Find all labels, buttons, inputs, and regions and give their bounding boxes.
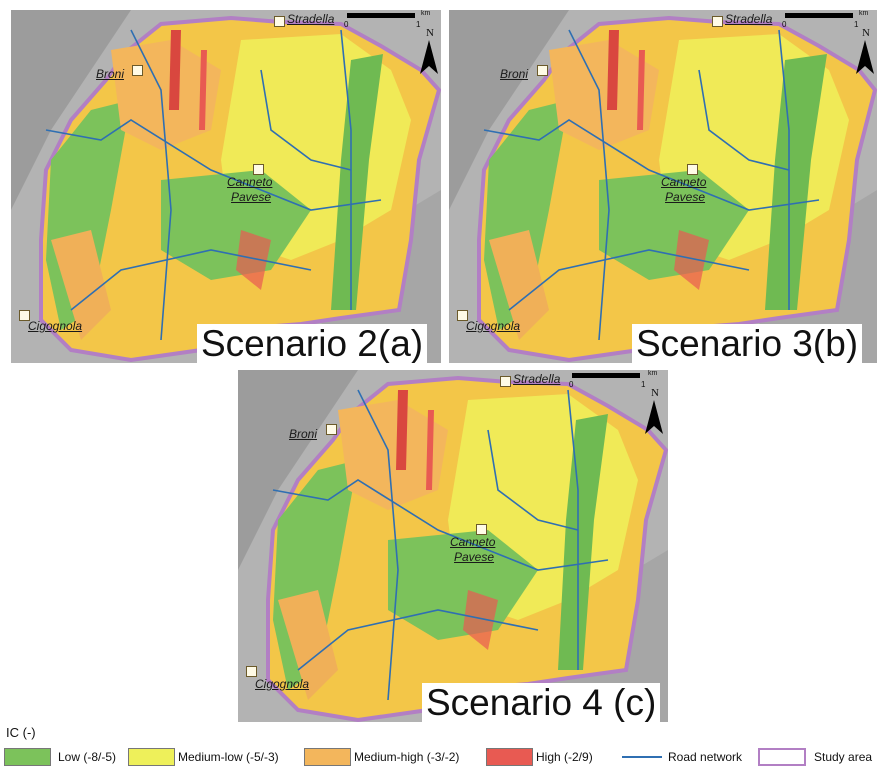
town-label-cigognola: Cigognola [28, 319, 83, 333]
town-label-broni: Broni [96, 67, 125, 81]
ic-medium-high [489, 230, 549, 340]
town-label-canneto: Canneto [450, 535, 496, 549]
ic-high [236, 230, 271, 290]
scale-zero: 0 [569, 380, 574, 389]
map-canvas [238, 370, 668, 722]
town-label-cigognola: Cigognola [255, 677, 310, 691]
scale-bar [347, 13, 415, 18]
ic-high [169, 30, 181, 110]
town-marker-canneto [253, 164, 264, 175]
scenario-label: Scenario 4 (c) [422, 683, 661, 722]
north-label: N [651, 387, 659, 399]
scale-unit: km [648, 370, 658, 377]
legend-swatch-medium-high [304, 748, 351, 766]
legend-label-low: Low (-8/-5) [58, 750, 117, 764]
scale-one: 1 [854, 20, 859, 29]
road-network [272, 389, 609, 701]
town-label-stradella: Stradella [287, 12, 335, 26]
town-label-pavese: Pavese [665, 190, 706, 204]
legend-label-high: High (-2/9) [536, 750, 593, 764]
scale-one: 1 [641, 380, 646, 389]
terrain-shade [449, 10, 569, 210]
ic-high [396, 390, 408, 470]
ic-medium-high [549, 40, 659, 150]
town-label-stradella: Stradella [513, 372, 561, 386]
ic-medium-high [338, 400, 448, 510]
north-label: N [426, 27, 434, 39]
scale-unit: km [859, 10, 869, 17]
legend-label-medium-low: Medium-low (-5/-3) [178, 750, 279, 764]
ic-high [637, 50, 645, 130]
town-marker-canneto [687, 164, 698, 175]
ic-high [674, 230, 709, 290]
scale-bar [572, 373, 640, 378]
town-marker-cigognola [457, 310, 468, 321]
legend-label-road-network: Road network [668, 750, 743, 764]
map-panel-scenario-2: Stradella Broni Canneto Pavese Cigognola… [11, 10, 441, 363]
town-label-canneto: Canneto [661, 175, 707, 189]
legend-label-study-area: Study area [814, 750, 873, 764]
scale-bar [785, 13, 853, 18]
ic-medium-high [51, 230, 111, 340]
north-label: N [862, 27, 870, 39]
town-marker-broni [132, 65, 143, 76]
town-marker-cigognola [19, 310, 30, 321]
town-label-broni: Broni [289, 427, 318, 441]
road-network-line-icon [622, 756, 662, 758]
legend-swatch-medium-low [128, 748, 175, 766]
legend-label-medium-high: Medium-high (-3/-2) [354, 750, 460, 764]
town-label-stradella: Stradella [725, 12, 773, 26]
town-label-broni: Broni [500, 67, 529, 81]
scale-zero: 0 [782, 20, 787, 29]
town-marker-broni [537, 65, 548, 76]
ic-high [463, 590, 498, 650]
scale-zero: 0 [344, 20, 349, 29]
town-label-cigognola: Cigognola [466, 319, 521, 333]
north-arrow-icon [645, 400, 663, 434]
map-canvas [11, 10, 441, 363]
legend-swatch-low [4, 748, 51, 766]
town-marker-stradella [274, 16, 285, 27]
ic-high [199, 50, 207, 130]
north-arrow-icon [420, 40, 438, 74]
road-network [45, 29, 382, 341]
scale-one: 1 [416, 20, 421, 29]
town-marker-stradella [500, 376, 511, 387]
town-label-pavese: Pavese [231, 190, 272, 204]
north-arrow-icon [856, 40, 874, 74]
scenario-label: Scenario 3(b) [632, 324, 863, 363]
town-marker-cigognola [246, 666, 257, 677]
study-area-outline-icon [758, 748, 806, 766]
legend-swatch-high [486, 748, 533, 766]
ic-high [426, 410, 434, 490]
legend-title: IC (-) [6, 725, 36, 740]
ic-high [607, 30, 619, 110]
ic-low [331, 54, 383, 310]
town-marker-stradella [712, 16, 723, 27]
scale-unit: km [421, 10, 431, 17]
road-network [483, 29, 820, 341]
map-canvas [449, 10, 877, 363]
town-marker-broni [326, 424, 337, 435]
town-marker-canneto [476, 524, 487, 535]
ic-medium-high [278, 590, 338, 700]
town-label-pavese: Pavese [454, 550, 495, 564]
scenario-label: Scenario 2(a) [197, 324, 428, 363]
town-label-canneto: Canneto [227, 175, 273, 189]
ic-low [558, 414, 608, 670]
map-panel-scenario-4: Stradella Broni Canneto Pavese Cigognola… [238, 370, 668, 722]
terrain-shade [11, 10, 131, 210]
ic-low [765, 54, 827, 310]
terrain-shade [238, 370, 358, 570]
map-panel-scenario-3: Stradella Broni Canneto Pavese Cigognola… [449, 10, 877, 363]
